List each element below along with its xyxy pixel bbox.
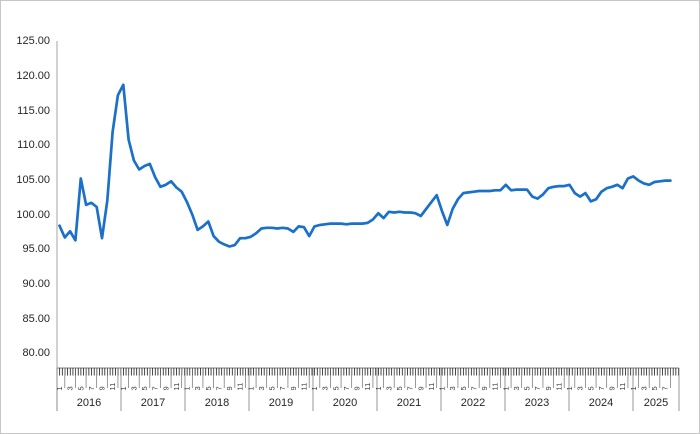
year-label: 2018 — [204, 397, 230, 409]
y-tick-label: 95.00 — [22, 243, 50, 255]
year-label: 2024 — [588, 397, 614, 409]
x-axis-month-label: 9 — [480, 386, 489, 390]
y-tick-label: 85.00 — [22, 313, 50, 325]
year-label: 2025 — [643, 397, 669, 409]
x-axis-month-label: 3 — [193, 386, 202, 390]
x-axis-month-label: 9 — [416, 386, 425, 390]
x-axis-month-label: 7 — [470, 386, 479, 390]
x-axis-month-label: 11 — [172, 383, 181, 391]
x-axis-month-label: 5 — [204, 386, 213, 390]
x-axis-month-label: 5 — [268, 386, 277, 390]
x-axis-month-label: 11 — [236, 383, 245, 391]
x-axis-month-label: 1 — [246, 386, 255, 390]
y-tick-label: 125.00 — [16, 35, 50, 47]
x-axis-month-label: 3 — [576, 386, 585, 390]
x-axis-month-label: 1 — [565, 386, 574, 390]
x-axis-month-label: 1 — [501, 386, 510, 390]
year-label: 2023 — [524, 397, 550, 409]
x-axis-month-label: 11 — [427, 383, 436, 391]
x-axis-month-label: 7 — [597, 386, 606, 390]
x-axis-month-label: 9 — [544, 386, 553, 390]
y-tick-label: 90.00 — [22, 278, 50, 290]
x-axis-month-label: 5 — [650, 386, 659, 390]
x-axis-month-label: 11 — [491, 383, 500, 391]
x-axis-month-label: 3 — [257, 386, 266, 390]
y-tick-label: 105.00 — [16, 174, 50, 186]
x-axis-month-label: 11 — [108, 383, 117, 391]
x-axis-month-label: 9 — [608, 386, 617, 390]
x-axis-month-label: 3 — [66, 386, 75, 390]
y-tick-label: 100.00 — [16, 209, 50, 221]
x-axis-month-label: 1 — [119, 386, 128, 390]
x-axis-month-label: 1 — [310, 386, 319, 390]
x-axis-month-label: 11 — [555, 383, 564, 391]
x-axis-month-label: 3 — [512, 386, 521, 390]
x-axis-month-label: 5 — [523, 386, 532, 390]
x-axis-month-label: 3 — [640, 386, 649, 390]
x-axis-month-label: 11 — [300, 383, 309, 391]
year-label: 2019 — [268, 397, 294, 409]
x-axis-month-label: 3 — [321, 386, 330, 390]
x-axis-month-label: 1 — [438, 386, 447, 390]
data-series-line — [58, 83, 672, 248]
y-tick-label: 120.00 — [16, 70, 50, 82]
x-axis-month-label: 5 — [331, 386, 340, 390]
y-tick-label: 115.00 — [17, 105, 50, 117]
x-axis-month-label: 7 — [87, 386, 96, 390]
x-axis-month-label: 5 — [395, 386, 404, 390]
x-axis-month-label: 9 — [353, 386, 362, 390]
x-axis-month-label: 3 — [130, 386, 139, 390]
x-axis-month-label: 7 — [215, 386, 224, 390]
x-axis-month-label: 1 — [183, 386, 192, 390]
x-axis-month-label: 9 — [161, 386, 170, 390]
x-axis-month-label: 7 — [406, 386, 415, 390]
x-axis-month-label: 5 — [76, 386, 85, 390]
year-label: 2020 — [332, 397, 358, 409]
x-axis-month-label: 3 — [385, 386, 394, 390]
x-axis-month-label: 7 — [151, 386, 160, 390]
x-axis-month-label: 5 — [586, 386, 595, 390]
x-axis-month-label: 9 — [289, 386, 298, 390]
x-axis-month-label: 1 — [374, 386, 383, 390]
x-axis-month-label: 5 — [140, 386, 149, 390]
y-tick-label: 110.00 — [17, 139, 50, 151]
x-axis-month-label: 11 — [363, 383, 372, 391]
x-axis-month-label: 1 — [55, 386, 64, 390]
x-axis-month-label: 9 — [225, 386, 234, 390]
y-tick-label: 80.00 — [22, 347, 50, 359]
year-label: 2021 — [396, 397, 422, 409]
year-label: 2022 — [460, 397, 486, 409]
x-axis-month-label: 5 — [459, 386, 468, 390]
x-axis-month-label: 7 — [533, 386, 542, 390]
year-label: 2017 — [140, 397, 166, 409]
x-axis-month-label: 9 — [98, 386, 107, 390]
x-axis-month-label: 3 — [448, 386, 457, 390]
x-axis-month-label: 7 — [278, 386, 287, 390]
x-axis-month-label: 11 — [618, 383, 627, 391]
x-axis-month-label: 7 — [342, 386, 351, 390]
x-axis-month-label: 1 — [629, 386, 638, 390]
year-label: 2016 — [76, 397, 102, 409]
x-axis-month-label: 7 — [661, 386, 670, 390]
